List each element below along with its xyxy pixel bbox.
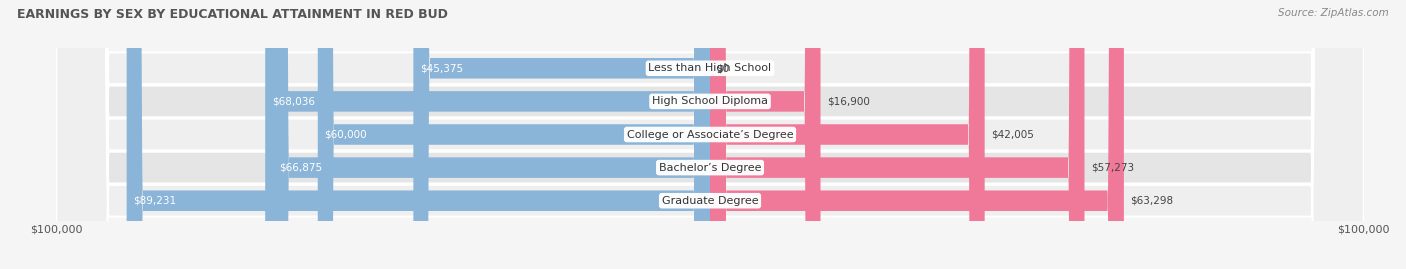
Text: Bachelor’s Degree: Bachelor’s Degree bbox=[659, 162, 761, 173]
Text: College or Associate’s Degree: College or Associate’s Degree bbox=[627, 129, 793, 140]
Text: $57,273: $57,273 bbox=[1091, 162, 1135, 173]
FancyBboxPatch shape bbox=[266, 0, 710, 269]
FancyBboxPatch shape bbox=[56, 0, 1364, 269]
FancyBboxPatch shape bbox=[413, 0, 710, 269]
FancyBboxPatch shape bbox=[127, 0, 710, 269]
Text: $45,375: $45,375 bbox=[420, 63, 463, 73]
Text: High School Diploma: High School Diploma bbox=[652, 96, 768, 107]
Text: $66,875: $66,875 bbox=[280, 162, 322, 173]
Text: Less than High School: Less than High School bbox=[648, 63, 772, 73]
FancyBboxPatch shape bbox=[710, 0, 1084, 269]
Text: $68,036: $68,036 bbox=[271, 96, 315, 107]
FancyBboxPatch shape bbox=[56, 0, 1364, 269]
FancyBboxPatch shape bbox=[318, 0, 710, 269]
Text: EARNINGS BY SEX BY EDUCATIONAL ATTAINMENT IN RED BUD: EARNINGS BY SEX BY EDUCATIONAL ATTAINMEN… bbox=[17, 8, 447, 21]
Text: $16,900: $16,900 bbox=[827, 96, 870, 107]
FancyBboxPatch shape bbox=[710, 0, 1123, 269]
Text: Source: ZipAtlas.com: Source: ZipAtlas.com bbox=[1278, 8, 1389, 18]
FancyBboxPatch shape bbox=[56, 0, 1364, 269]
FancyBboxPatch shape bbox=[56, 0, 1364, 269]
FancyBboxPatch shape bbox=[273, 0, 710, 269]
Text: $42,005: $42,005 bbox=[991, 129, 1033, 140]
FancyBboxPatch shape bbox=[710, 0, 984, 269]
Text: $89,231: $89,231 bbox=[134, 196, 176, 206]
FancyBboxPatch shape bbox=[710, 0, 821, 269]
Text: $0: $0 bbox=[717, 63, 730, 73]
FancyBboxPatch shape bbox=[56, 0, 1364, 269]
Text: $60,000: $60,000 bbox=[325, 129, 367, 140]
Text: Graduate Degree: Graduate Degree bbox=[662, 196, 758, 206]
Text: $63,298: $63,298 bbox=[1130, 196, 1174, 206]
